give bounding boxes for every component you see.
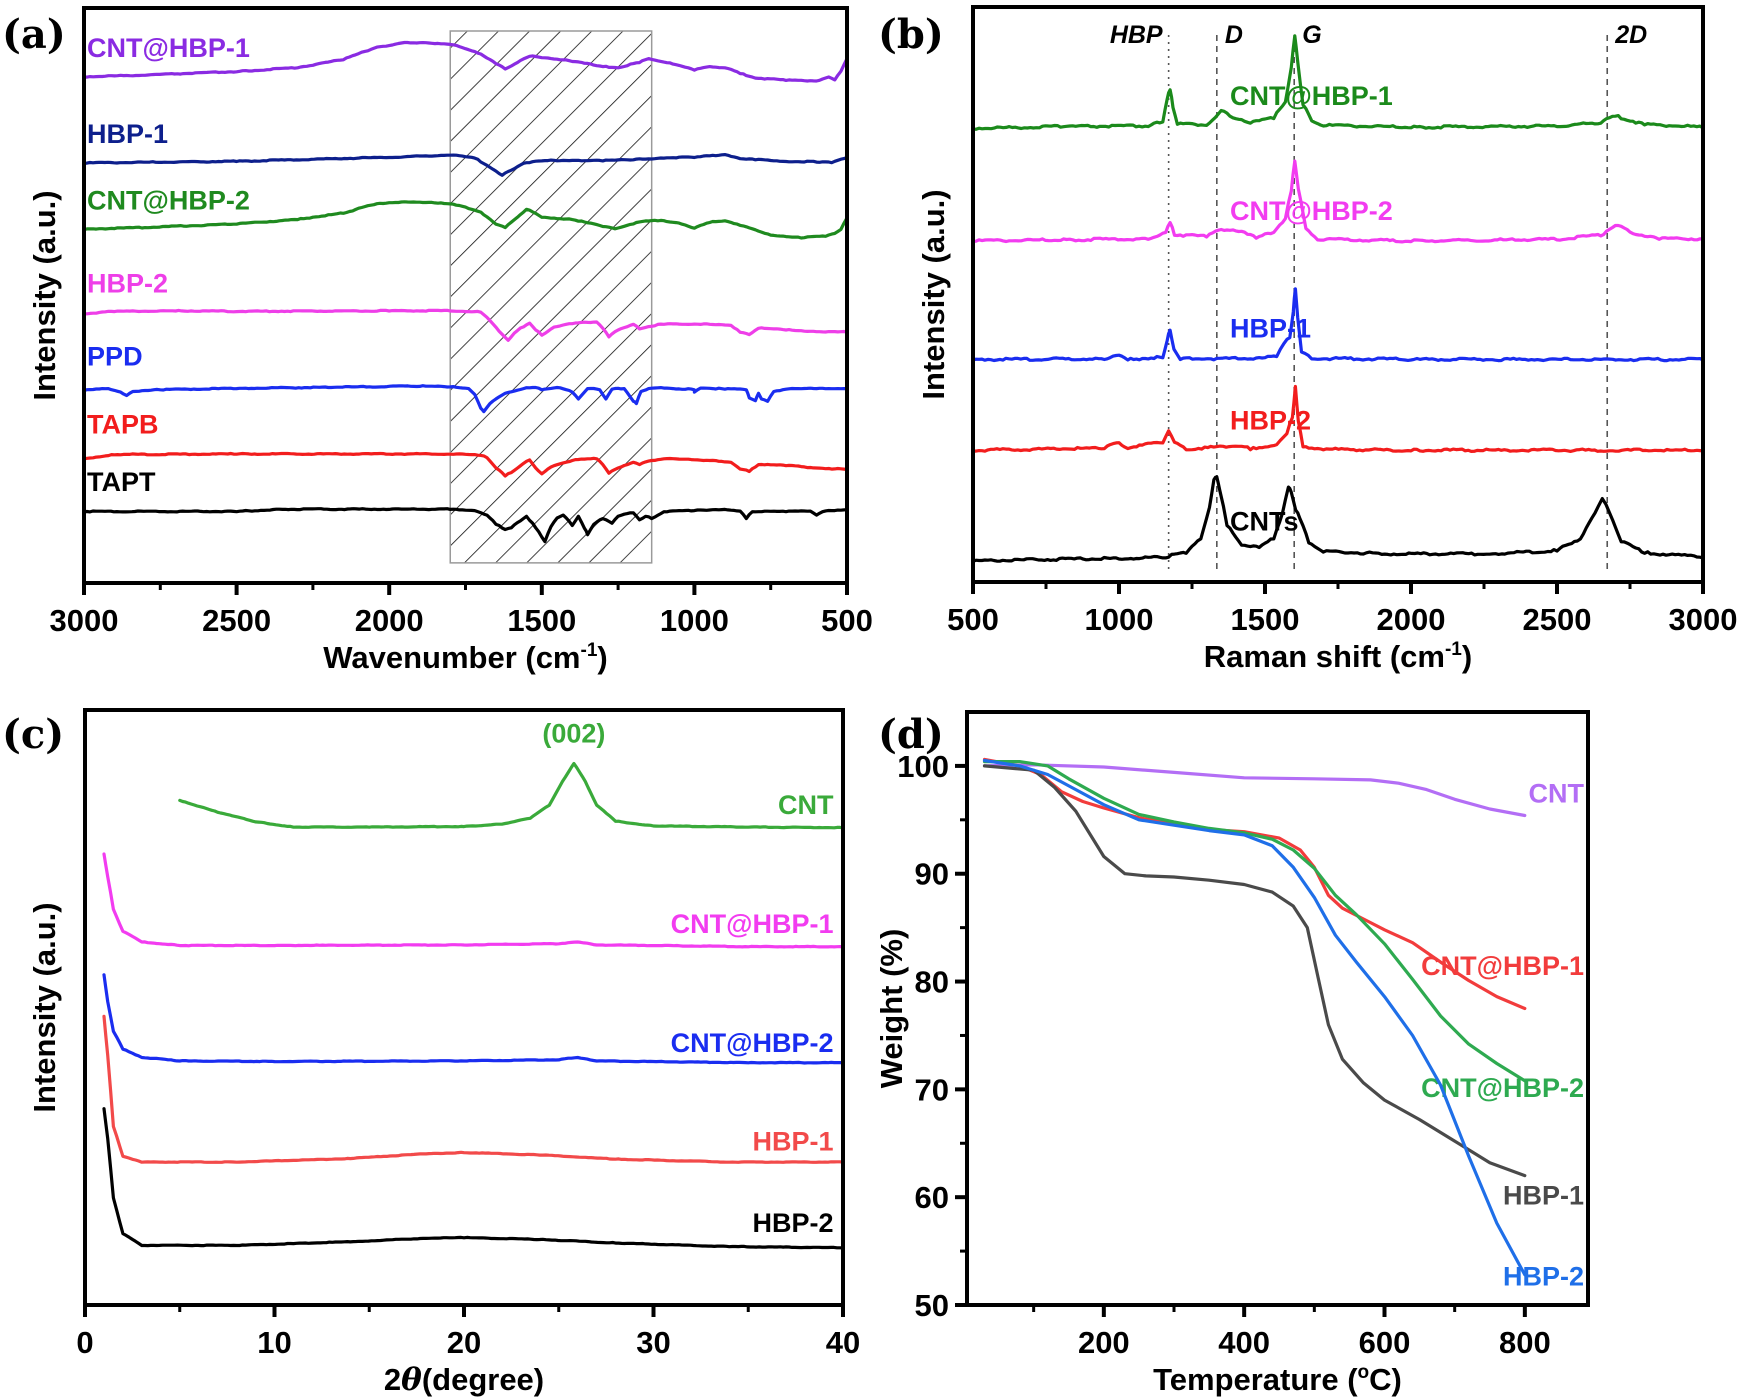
series-label-cnt-hbp-1: CNT@HBP-1 — [87, 33, 250, 63]
panel-d-tga: (d) CNT CNT@HBP-1 CNT@HBP-2 HBP-1 HBP-2 200 400… — [874, 710, 1590, 1397]
x-tick-label: 2500 — [202, 603, 271, 638]
series-label-hbp-1: HBP-1 — [1230, 314, 1311, 344]
x-tick-label: 500 — [821, 603, 873, 638]
x-tick-label: 1500 — [1231, 602, 1300, 637]
series-label-ppd: PPD — [87, 342, 143, 372]
peak-label-hbp: HBP — [1110, 21, 1163, 49]
x-tick-label: 10 — [257, 1325, 291, 1360]
x-tick-label: 3000 — [50, 603, 119, 638]
series-line-ppd — [82, 384, 849, 414]
panel-a-ftir: (a) CNT@HBP-1 HBP-1 CNT@HBP-2 HBP-2 PPD TAPB TA… — [2, 6, 873, 675]
series-line-cnt-hbp-2 — [971, 159, 1705, 244]
series-line-cnt-hbp-1 — [971, 34, 1705, 131]
y-tick-label: 100 — [897, 749, 949, 784]
panel-label: (d) — [878, 711, 944, 758]
series-label-cnt: CNT — [778, 790, 834, 820]
series-label-hbp-2: HBP-2 — [1503, 1262, 1584, 1292]
x-axis-title: 2θ(degree) — [384, 1362, 544, 1398]
series-label-hbp-2: HBP-2 — [1230, 406, 1311, 436]
x-tick-label: 30 — [636, 1325, 670, 1360]
y-tick-label: 90 — [915, 857, 949, 892]
y-tick-label: 50 — [915, 1288, 949, 1323]
x-axis-title: Raman shift (cm-1) — [1204, 639, 1472, 674]
x-tick-label: 40 — [826, 1325, 860, 1360]
series-label-tapt: TAPT — [87, 467, 156, 497]
series-label-cnt-hbp-2: CNT@HBP-2 — [1230, 196, 1393, 226]
annotation-002: (002) — [542, 719, 605, 749]
series-line-hbp-2 — [82, 308, 849, 342]
series-line-cnt-hbp-1 — [982, 757, 1527, 1011]
series-label-hbp-1: HBP-1 — [753, 1126, 834, 1156]
x-tick-label: 800 — [1499, 1325, 1551, 1360]
y-axis-title: Intensity (a.u.) — [916, 189, 951, 399]
y-axis-title: Intensity (a.u.) — [27, 902, 62, 1112]
panel-label: (b) — [878, 11, 944, 58]
series-label-cnt-hbp-2: CNT@HBP-2 — [87, 185, 250, 215]
series-line-hbp-2 — [982, 758, 1527, 1277]
series-label-cnt: CNT — [1529, 779, 1585, 809]
series-line-tapb — [82, 451, 849, 478]
series-label-cnt-hbp-2: CNT@HBP-2 — [671, 1028, 834, 1058]
y-axis-title: Intensity (a.u.) — [27, 190, 62, 400]
series-label-cnt-hbp-2: CNT@HBP-2 — [1421, 1073, 1584, 1103]
x-tick-label: 20 — [447, 1325, 481, 1360]
series-label-tapb: TAPB — [87, 410, 159, 440]
x-tick-label: 1000 — [1085, 602, 1154, 637]
series-label-hbp-1: HBP-1 — [1503, 1181, 1584, 1211]
y-tick-label: 60 — [915, 1180, 949, 1215]
hatched-region — [449, 30, 653, 564]
panel-label: (a) — [2, 11, 66, 58]
series-line-tapt — [82, 507, 849, 544]
y-tick-label: 70 — [915, 1072, 949, 1107]
panel-c-xrd: (c) CNT CNT@HBP-1 CNT@HBP-2 HBP-1 HBP-2 (002) 0… — [2, 708, 860, 1398]
series-line-hbp-2 — [971, 384, 1705, 453]
x-tick-label: 3000 — [1669, 602, 1738, 637]
series-line-cnts — [971, 475, 1705, 563]
peak-label-g: G — [1302, 21, 1321, 49]
series-line-cnt-hbp-2 — [102, 973, 845, 1065]
peak-label-2d: 2D — [1614, 21, 1647, 49]
series-label-hbp-2: HBP-2 — [753, 1208, 834, 1238]
series-line-hbp-1 — [102, 1014, 845, 1164]
x-tick-label: 200 — [1078, 1325, 1130, 1360]
plot-frame — [83, 708, 845, 1307]
series-line-cnt-hbp-1 — [82, 40, 849, 83]
series-label-cnt-hbp-1: CNT@HBP-1 — [1230, 81, 1393, 111]
series-line-hbp-1 — [971, 287, 1705, 363]
x-axis-title: Wavenumber (cm-1) — [323, 640, 607, 675]
plot-frame — [965, 710, 1590, 1307]
series-line-cnt-hbp-2 — [82, 200, 849, 240]
series-line-hbp-1 — [982, 764, 1527, 1178]
series-line-hbp-2 — [102, 1107, 845, 1250]
panel-b-raman: (b) HBP D G 2D CNT@HBP-1 CNT@HBP-2 HBP-1 HBP-2 CN… — [878, 5, 1738, 674]
x-tick-label: 500 — [947, 602, 999, 637]
series-label-cnts: CNTs — [1230, 506, 1299, 536]
series-line-cnt — [178, 761, 845, 830]
series-label-cnt-hbp-1: CNT@HBP-1 — [671, 909, 834, 939]
x-axis-title: Temperature (oC) — [1153, 1362, 1402, 1397]
series-label-hbp-1: HBP-1 — [87, 119, 168, 149]
x-tick-label: 1500 — [507, 603, 576, 638]
x-tick-label: 2000 — [355, 603, 424, 638]
series-line-hbp-1 — [82, 153, 849, 177]
x-tick-label: 600 — [1359, 1325, 1411, 1360]
x-tick-label: 0 — [76, 1325, 93, 1360]
series-line-cnt — [982, 763, 1527, 818]
x-tick-label: 1000 — [660, 603, 729, 638]
x-tick-label: 2500 — [1523, 602, 1592, 637]
series-label-cnt-hbp-1: CNT@HBP-1 — [1421, 951, 1584, 981]
x-tick-label: 400 — [1218, 1325, 1270, 1360]
y-axis-title: Weight (%) — [874, 929, 909, 1089]
series-line-cnt-hbp-2 — [982, 760, 1527, 1083]
peak-label-d: D — [1225, 21, 1243, 49]
y-tick-label: 80 — [915, 965, 949, 1000]
x-tick-label: 2000 — [1377, 602, 1446, 637]
panel-label: (c) — [2, 711, 64, 758]
series-line-cnt-hbp-1 — [102, 852, 845, 949]
series-label-hbp-2: HBP-2 — [87, 269, 168, 299]
